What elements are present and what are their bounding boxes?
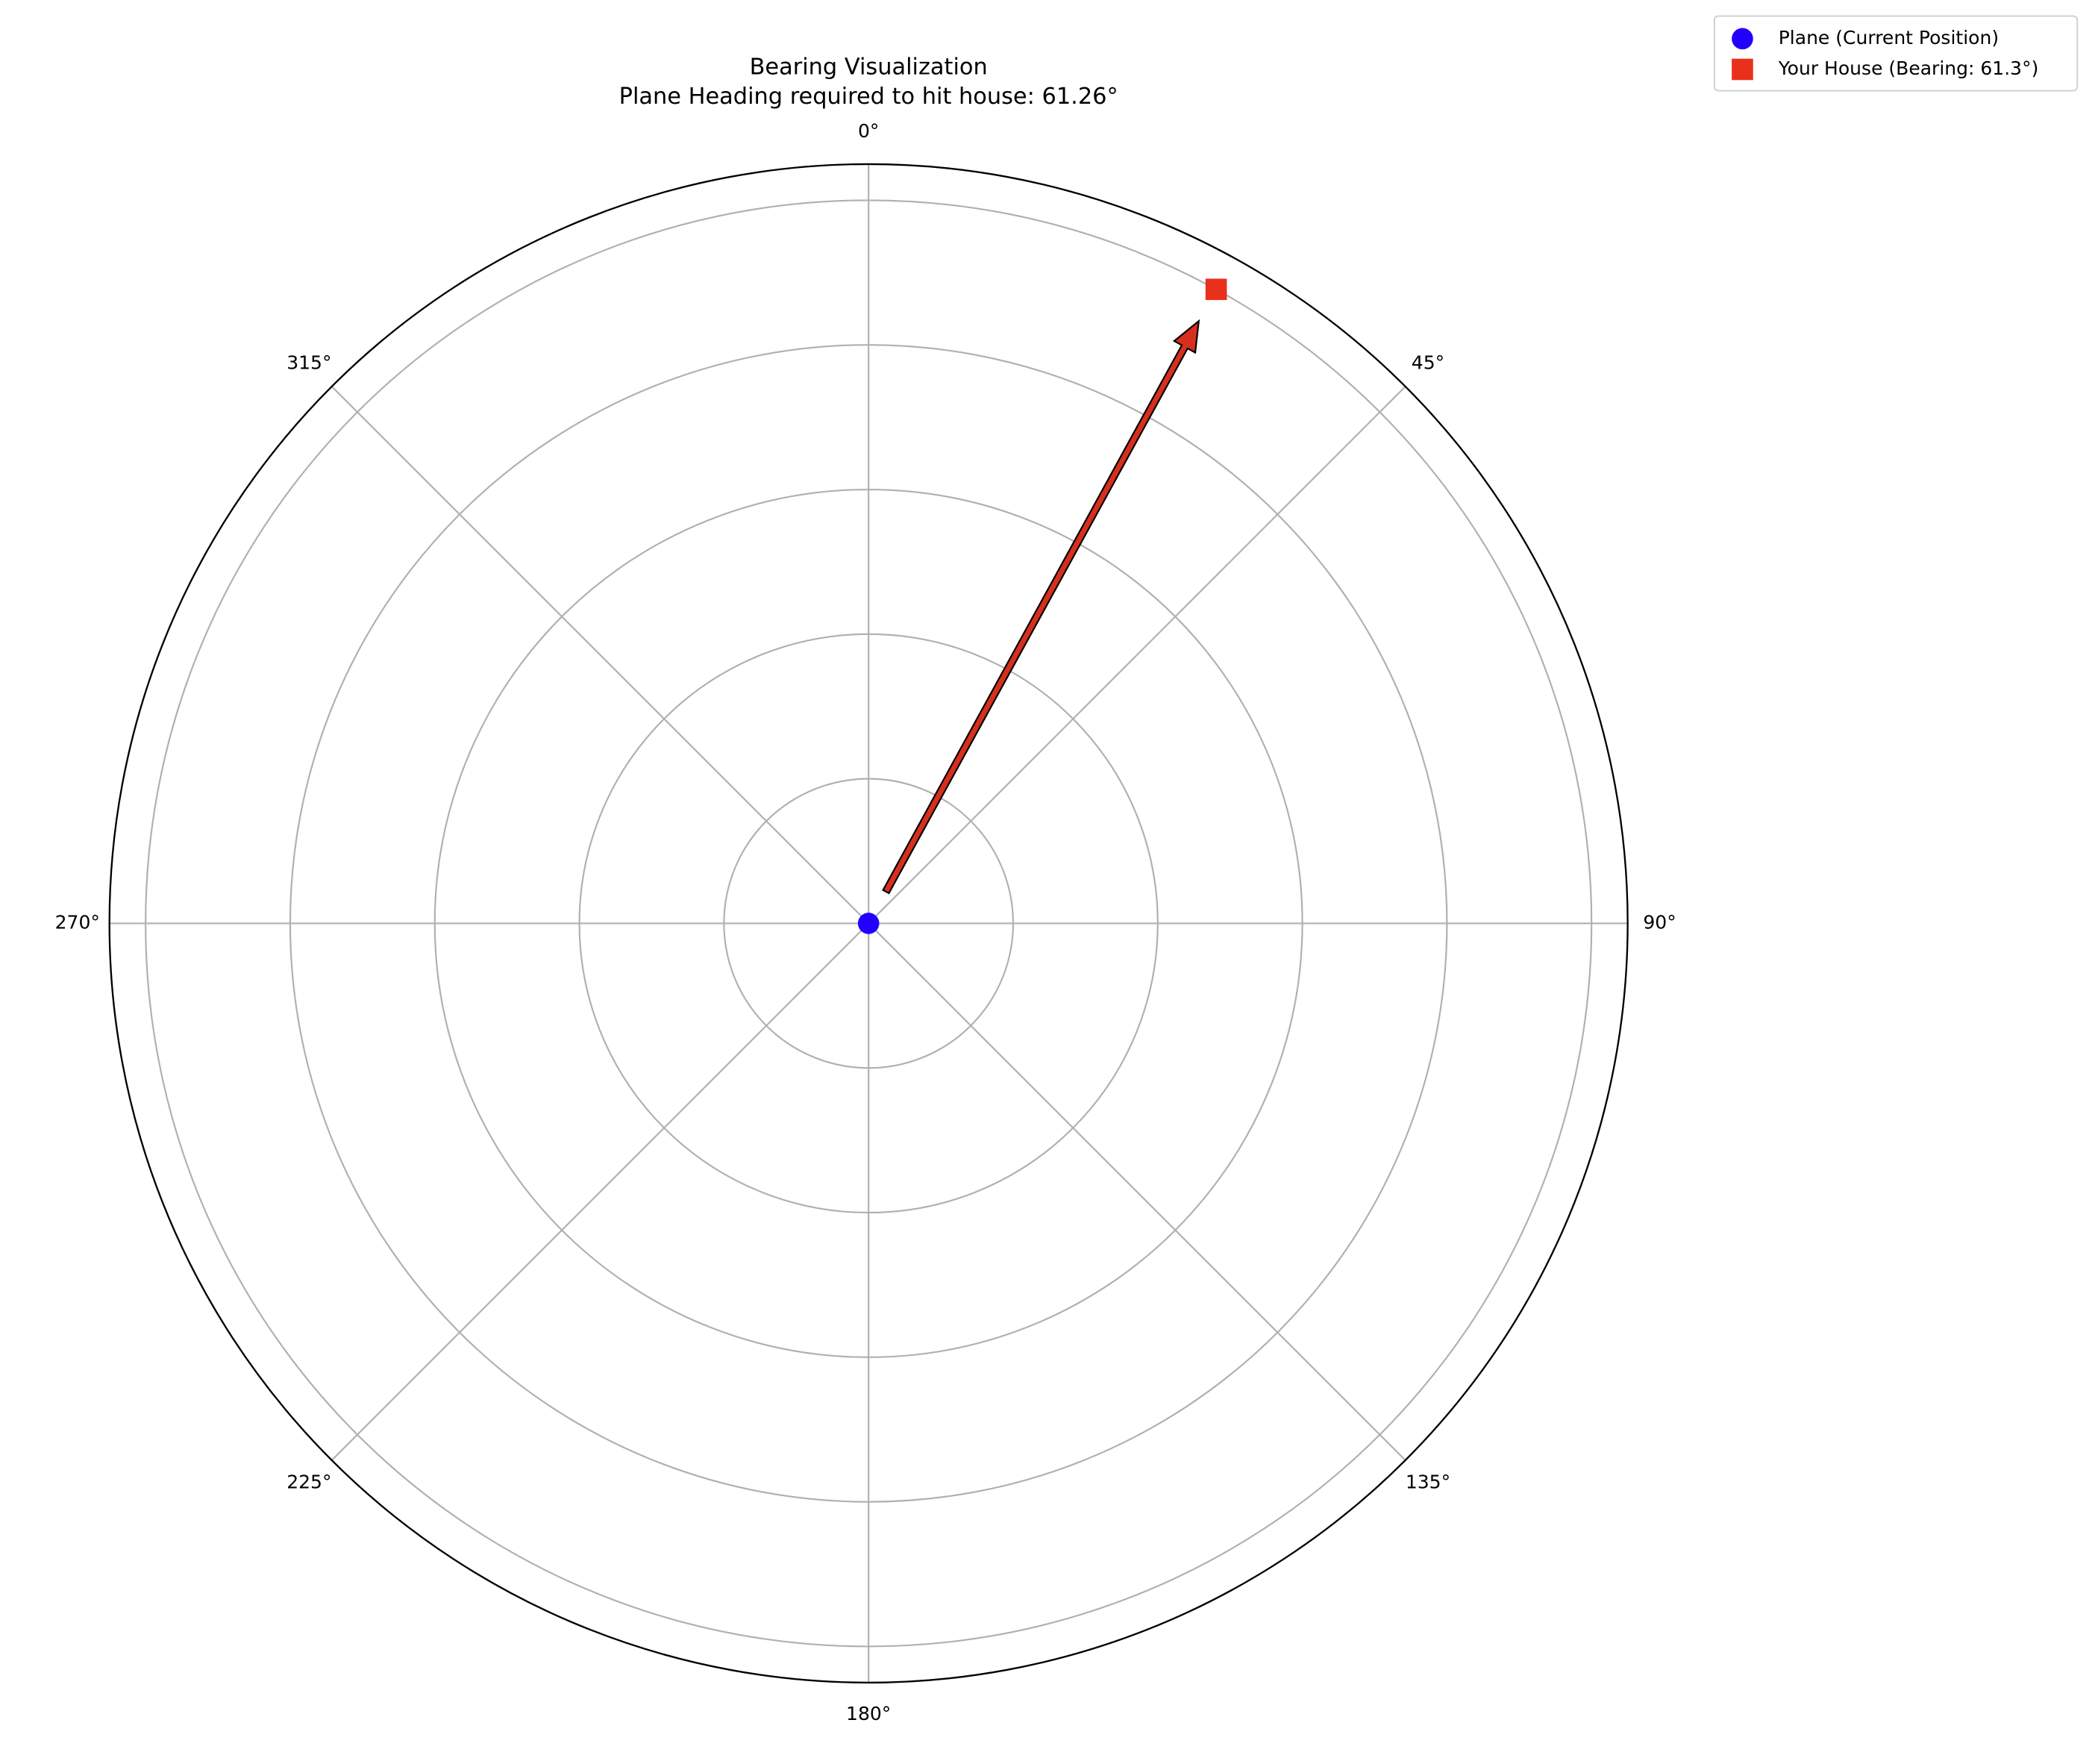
legend-marker bbox=[1732, 28, 1753, 50]
grid-spoke bbox=[868, 386, 1406, 925]
theta-tick-label: 180° bbox=[846, 1703, 891, 1724]
legend-marker bbox=[1732, 58, 1753, 81]
legend-label: Plane (Current Position) bbox=[1779, 27, 1999, 49]
chart-subtitle: Plane Heading required to hit house: 61.… bbox=[619, 84, 1118, 110]
plane-marker bbox=[857, 913, 880, 934]
heading-arrow bbox=[882, 319, 1200, 895]
theta-tick-label: 225° bbox=[286, 1471, 331, 1492]
legend-box bbox=[1713, 15, 2079, 92]
grid-spoke bbox=[331, 922, 869, 1461]
theta-tick-label: 135° bbox=[1406, 1471, 1450, 1492]
legend-label: Your House (Bearing: 61.3°) bbox=[1778, 57, 2039, 79]
theta-tick-label: 45° bbox=[1412, 352, 1444, 374]
theta-tick-label: 270° bbox=[55, 911, 100, 933]
chart-title: Bearing Visualization bbox=[750, 54, 988, 81]
grid-spoke bbox=[868, 922, 1406, 1461]
house-marker bbox=[1205, 278, 1227, 301]
theta-tick-label: 0° bbox=[858, 120, 879, 142]
theta-tick-label: 315° bbox=[286, 352, 331, 374]
polar-frame bbox=[108, 163, 1629, 1684]
grid-spoke bbox=[331, 386, 869, 925]
theta-tick-label: 90° bbox=[1643, 911, 1676, 933]
